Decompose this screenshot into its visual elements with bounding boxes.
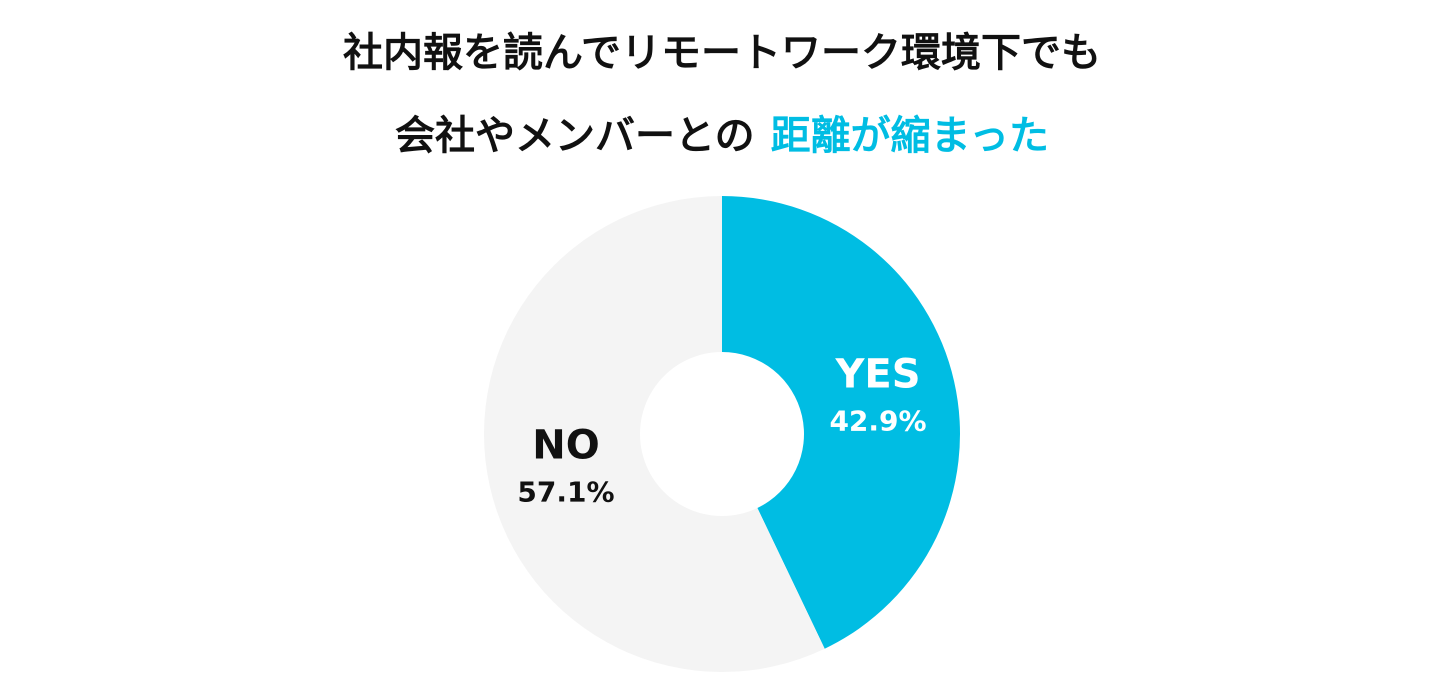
chart-title: 会社やメンバーとの 距離が縮まった [395, 113, 1049, 159]
value-label: 42.9% [829, 405, 926, 438]
value-label: 57.1% [517, 475, 614, 508]
slice-label: YES [834, 352, 920, 398]
donut-slice [722, 196, 960, 649]
chart-title: 社内報を読んでリモートワーク環境下でも [343, 30, 1101, 76]
title-part: 会社やメンバーとの [395, 113, 755, 159]
donut-slice [483, 196, 825, 672]
title-highlight: 距離が縮まった [771, 113, 1049, 159]
slice-label: NO [532, 422, 599, 468]
